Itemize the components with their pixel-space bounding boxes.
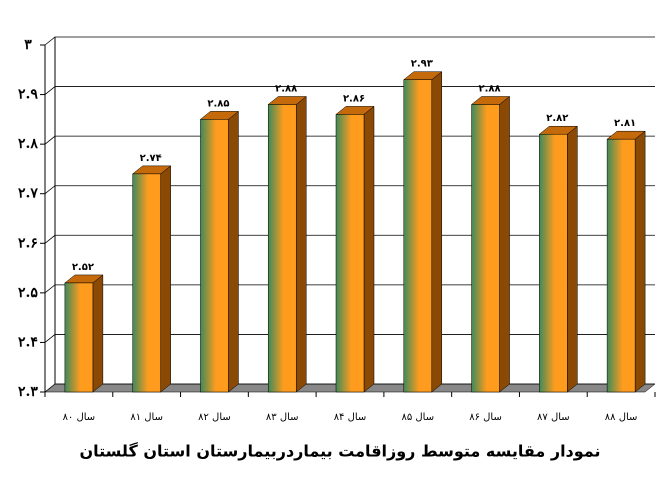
y-tick-label: ۲.۷ (18, 186, 38, 202)
bar-side (499, 95, 510, 393)
bar-side (228, 110, 239, 393)
bar (470, 95, 511, 393)
y-tick-label: ۲.۸ (18, 136, 38, 152)
chart-title: نمودار مقایسه متوسط روزاقامت بیماردربیما… (79, 442, 600, 461)
y-tick-label: ۲.۹ (18, 87, 38, 103)
bar-side (634, 130, 646, 393)
value-label: ۲.۸۲ (546, 113, 568, 124)
grid-line (44, 86, 655, 95)
value-label: ۲.۵۲ (72, 262, 94, 273)
x-tick-label: سال ۸۷ (537, 412, 570, 423)
bar-front (132, 173, 161, 393)
bar-side (363, 105, 375, 393)
bar (131, 165, 172, 393)
grid-line (44, 185, 655, 195)
y-tick-label: ۲.۳ (18, 384, 38, 400)
bar-side (295, 95, 307, 393)
y-tick-label: ۳ (24, 37, 32, 53)
x-tick-label: سال ۸۵ (401, 412, 434, 423)
grid-line (44, 234, 655, 244)
bar-front (403, 79, 433, 393)
value-label: ۲.۸۸ (479, 83, 501, 94)
value-label: ۲.۸۶ (343, 93, 365, 104)
x-tick-label: سال ۸۳ (266, 412, 299, 423)
bar-front (539, 133, 568, 393)
bar-front (471, 104, 500, 393)
grid-line (44, 284, 655, 294)
bar (606, 130, 646, 393)
x-tick-label: سال ۸۱ (130, 412, 163, 423)
value-label: ۲.۸۵ (207, 98, 229, 109)
bar-front (64, 282, 94, 393)
x-tick-label: سال ۸۰ (63, 412, 96, 423)
y-tick-label: ۲.۵ (18, 285, 38, 301)
bar-side (160, 165, 171, 393)
value-label: ۲.۷۴ (140, 153, 162, 164)
x-tick-label: سال ۸۶ (469, 412, 502, 423)
bar (267, 95, 307, 393)
bar-side (431, 71, 443, 393)
bar-front (200, 119, 229, 393)
x-tick-label: سال ۸۸ (605, 412, 638, 423)
x-tick-label: سال ۸۴ (334, 412, 367, 423)
grid-line (44, 334, 655, 343)
bar-front (335, 114, 365, 393)
value-label: ۲.۹۳ (411, 59, 433, 70)
bar (403, 71, 443, 393)
bar-front (267, 104, 297, 393)
bar-front (606, 138, 636, 393)
grid-line (44, 383, 655, 393)
bar-side (567, 125, 578, 393)
bar (335, 105, 375, 393)
x-tick-label: سال ۸۲ (198, 412, 231, 423)
y-tick-label: ۲.۴ (18, 334, 38, 350)
grid-line (44, 135, 655, 145)
bar (64, 274, 104, 393)
bar (199, 110, 240, 393)
value-label: ۲.۸۸ (275, 83, 297, 94)
y-tick-label: ۲.۶ (18, 235, 38, 251)
bar-side (92, 274, 104, 393)
value-label: ۲.۸۱ (614, 118, 636, 129)
bar (538, 125, 579, 393)
grid-line (44, 36, 655, 46)
